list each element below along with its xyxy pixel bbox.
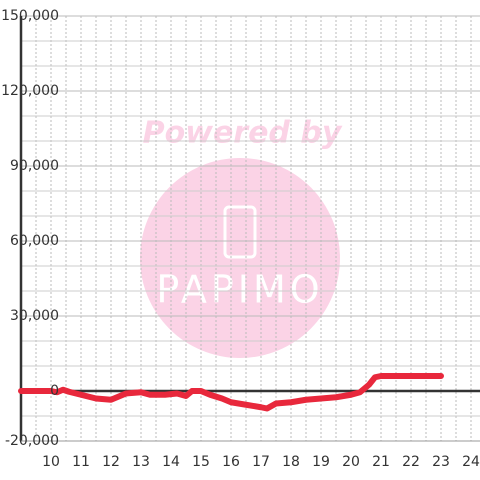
watermark-logo: PAPIMO [156,268,323,312]
plot [18,373,444,412]
y-tick-label: 60,000 [10,233,59,249]
x-tick-label: 14 [162,454,180,470]
x-tick-label: 16 [222,454,240,470]
x-tick-label: 19 [312,454,330,470]
x-tick-label: 13 [132,454,150,470]
y-tick-label: -20,000 [5,433,59,449]
x-tick-label: 23 [432,454,450,470]
x-tick-label: 15 [192,454,210,470]
labels: -20,000 0 30,000 60,000 90,000 120,000 150,000… [1,8,480,470]
data-line [18,373,444,412]
x-tick-label: 22 [402,454,420,470]
watermark-text: Powered by [143,116,343,151]
x-tick-label: 20 [342,454,360,470]
grid [19,15,480,442]
y-tick-label: 120,000 [1,83,59,99]
y-tick-label: 30,000 [10,308,59,324]
x-tick-label: 11 [72,454,90,470]
y-tick-label: 150,000 [1,8,59,24]
y-tick-label: 90,000 [10,158,59,174]
watermark-icon [223,205,257,259]
watermark: Powered by PAPIMO [140,116,343,358]
x-tick-label: 12 [102,454,120,470]
y-tick-label: 0 [50,383,59,399]
x-tick-label: 18 [282,454,300,470]
x-tick-label: 24 [462,454,480,470]
x-tick-label: 17 [252,454,270,470]
x-tick-label: 21 [372,454,390,470]
x-tick-label: 10 [42,454,60,470]
